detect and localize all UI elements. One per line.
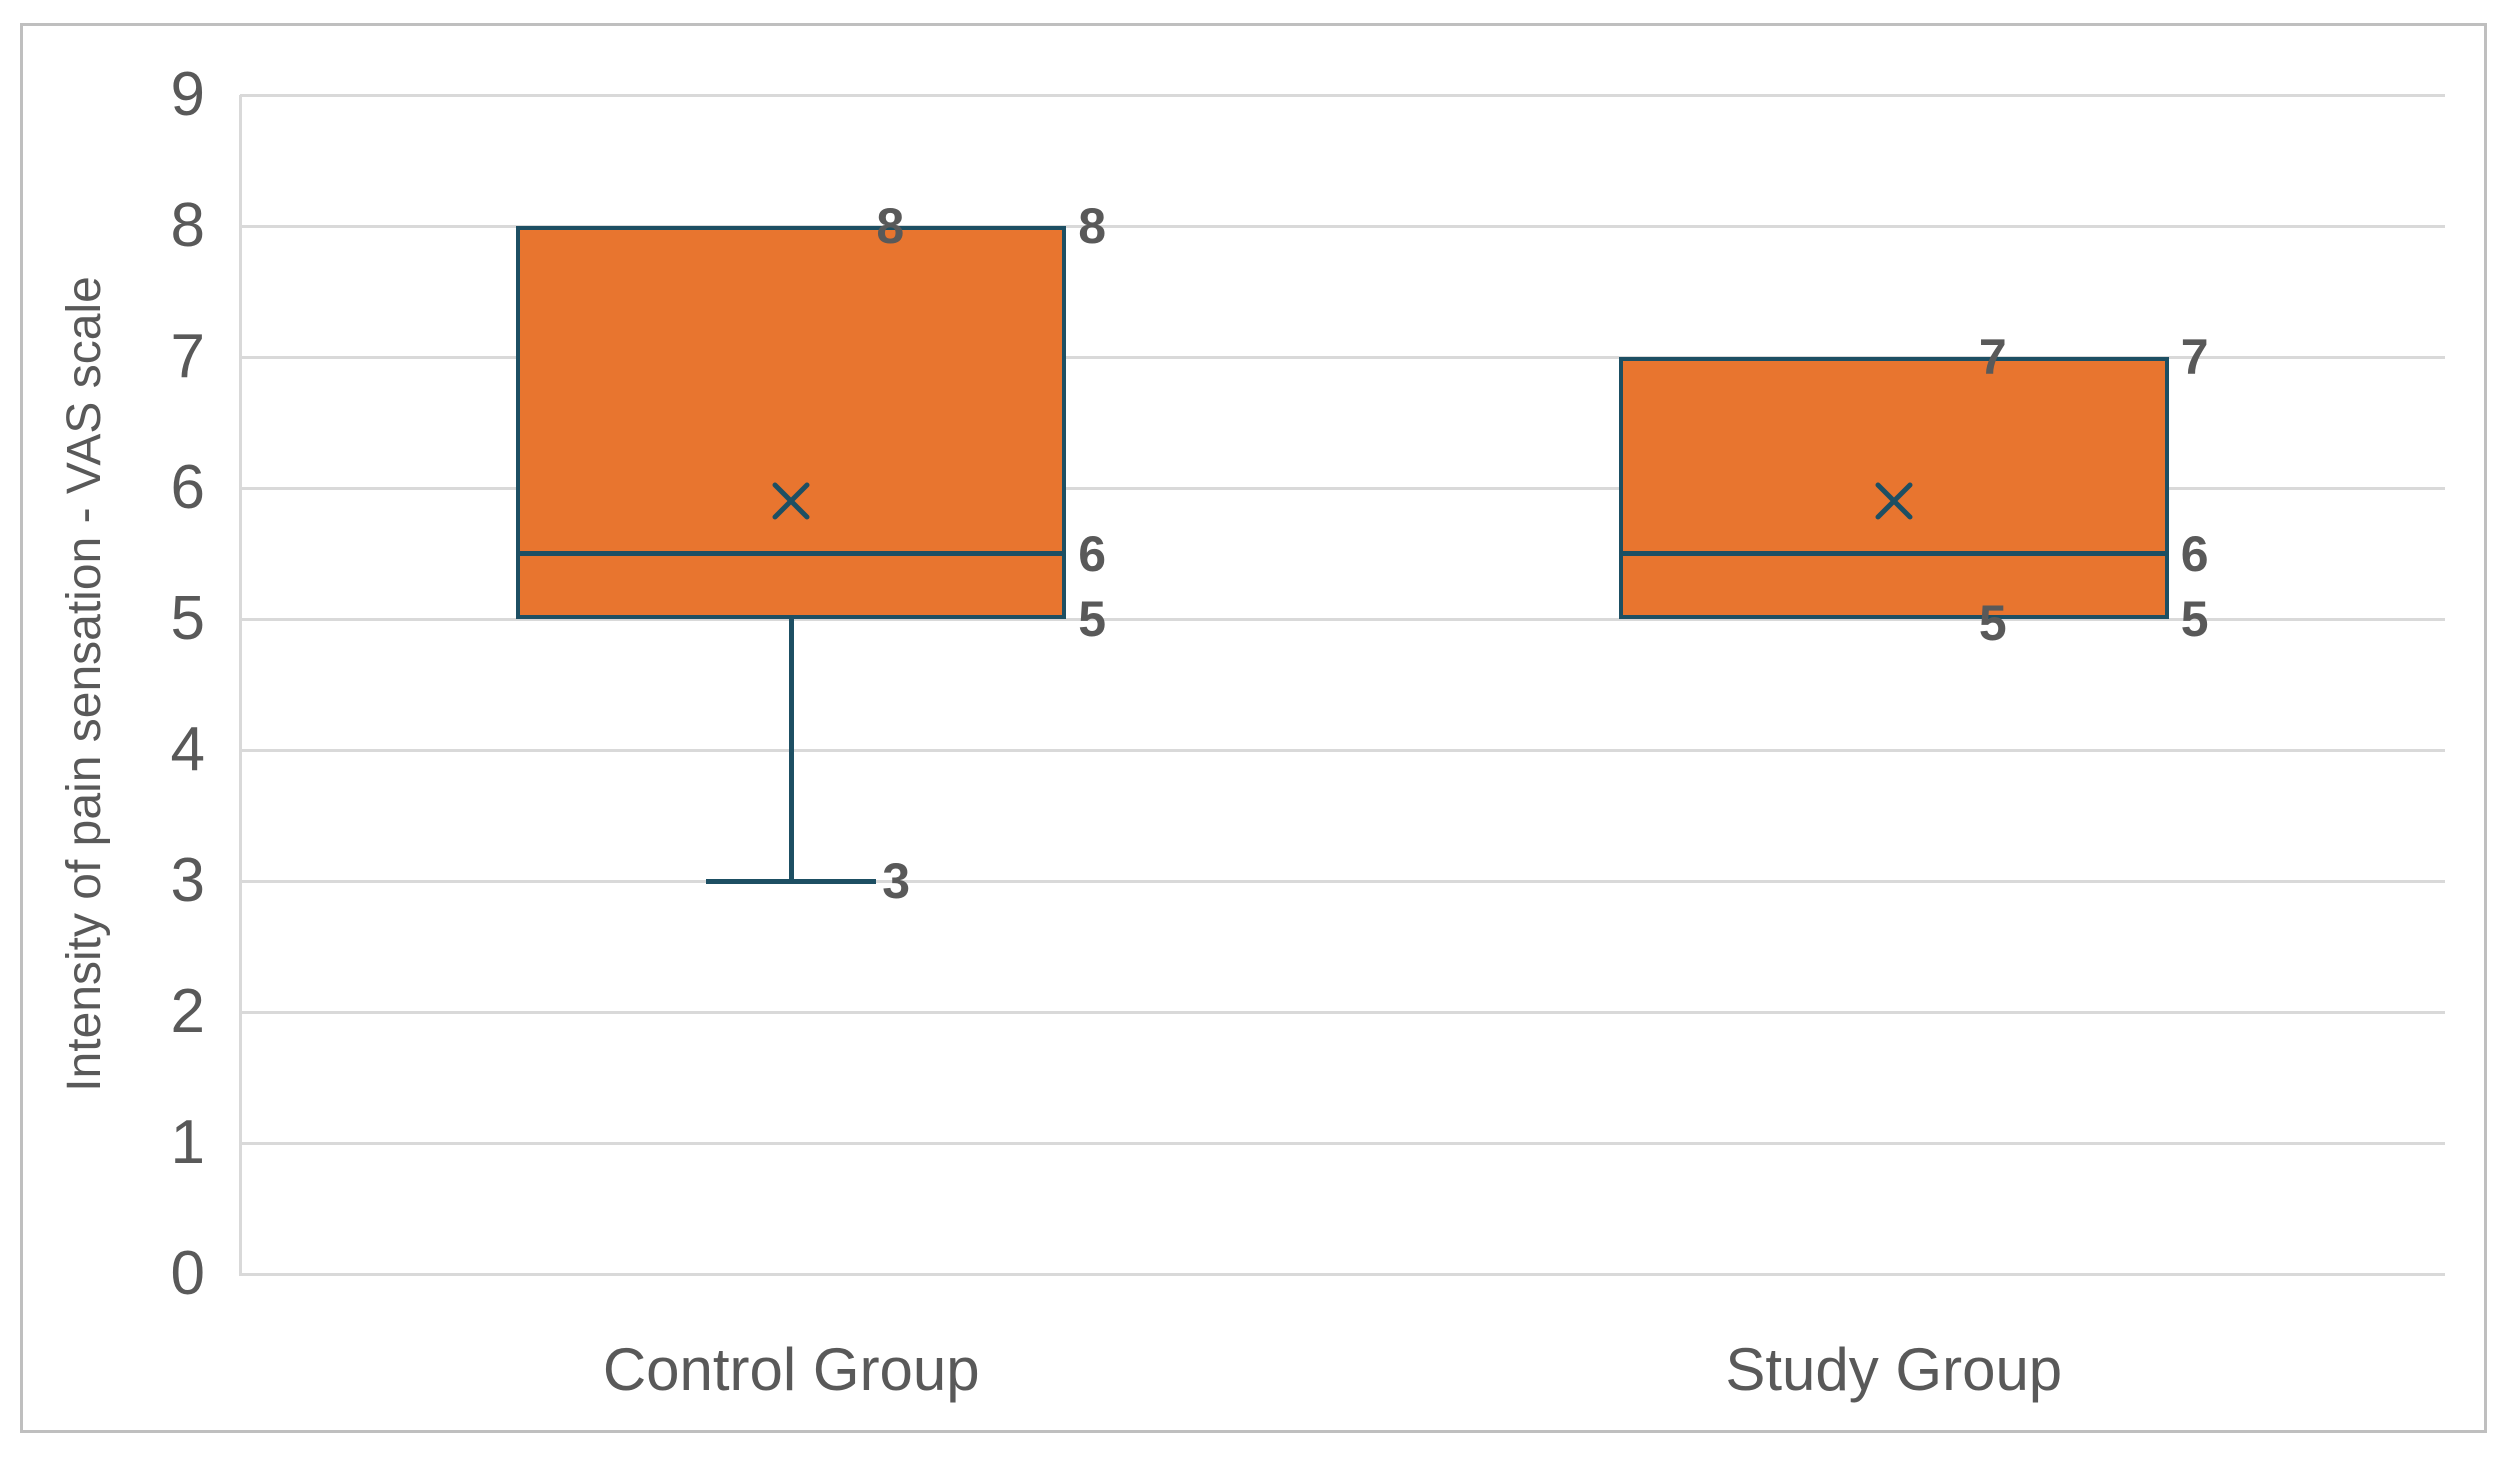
y-tick-label: 0 xyxy=(170,1239,205,1308)
y-gridline xyxy=(240,618,2445,621)
control-group-whisker-line xyxy=(788,619,794,881)
y-gridline xyxy=(240,749,2445,752)
y-gridline xyxy=(240,880,2445,883)
study-group-data-label: 5 xyxy=(2180,591,2209,647)
y-gridline xyxy=(240,356,2445,359)
y-tick-label: 8 xyxy=(170,191,205,260)
study-group-box xyxy=(1618,357,2169,619)
y-gridline xyxy=(240,1142,2445,1145)
y-axis-line xyxy=(239,95,242,1276)
y-tick-label: 6 xyxy=(170,453,205,522)
control-group-data-label: 8 xyxy=(876,198,905,254)
control-group-box xyxy=(516,226,1067,619)
x-axis-line xyxy=(240,1273,2445,1276)
control-group-data-label: 6 xyxy=(1078,525,1107,582)
y-tick-label: 9 xyxy=(170,60,205,129)
study-group-data-label: 6 xyxy=(2180,525,2209,582)
y-tick-label: 7 xyxy=(170,322,205,391)
y-gridline xyxy=(240,1011,2445,1014)
control-group-whisker-cap xyxy=(706,878,877,884)
control-group-data-label: 3 xyxy=(882,853,911,909)
y-tick-label: 4 xyxy=(170,715,205,784)
y-axis-title: Intensity of pain sensation - VAS scale xyxy=(58,276,111,1092)
category-label-study-group: Study Group xyxy=(1725,1336,2063,1403)
study-group-data-label: 7 xyxy=(2180,329,2209,385)
study-group-data-label: 5 xyxy=(1978,595,2007,651)
y-tick-label: 3 xyxy=(170,846,205,915)
control-group-data-label: 8 xyxy=(1078,198,1107,254)
control-group-mean-marker-icon xyxy=(768,478,814,524)
control-group-data-label: 5 xyxy=(1078,591,1107,647)
figure-border xyxy=(20,23,2487,1433)
study-group-mean-marker-icon xyxy=(1871,478,1917,524)
category-label-control-group: Control Group xyxy=(602,1336,980,1403)
y-tick-label: 2 xyxy=(170,977,205,1046)
study-group-data-label: 7 xyxy=(1978,329,2007,385)
study-group-median-line xyxy=(1618,551,2169,556)
y-tick-label: 5 xyxy=(170,584,205,653)
y-gridline xyxy=(240,94,2445,97)
y-gridline xyxy=(240,487,2445,490)
y-gridline xyxy=(240,225,2445,228)
y-tick-label: 1 xyxy=(170,1108,205,1177)
control-group-median-line xyxy=(516,551,1067,556)
